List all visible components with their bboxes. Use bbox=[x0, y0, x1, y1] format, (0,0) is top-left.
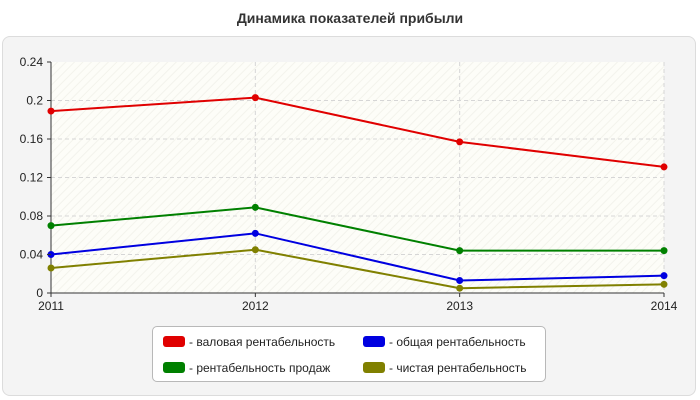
data-point bbox=[660, 280, 668, 288]
chart-title: Динамика показателей прибыли bbox=[236, 10, 464, 26]
series-line bbox=[50, 232, 665, 282]
data-point bbox=[251, 203, 259, 211]
data-point bbox=[456, 276, 464, 284]
y-tick-label: 0.2 bbox=[26, 94, 43, 108]
legend-item[interactable]: - валовая рентабельность bbox=[163, 333, 363, 350]
series-line bbox=[50, 248, 665, 290]
data-point bbox=[456, 284, 464, 292]
data-point bbox=[456, 138, 464, 146]
series bbox=[47, 246, 668, 292]
legend-swatch bbox=[163, 336, 185, 347]
series-line bbox=[50, 206, 664, 252]
y-tick-label: 0.12 bbox=[20, 171, 44, 185]
y-tick-label: 0 bbox=[36, 286, 43, 300]
x-tick-label: 2012 bbox=[242, 299, 269, 313]
legend-label: - валовая рентабельность bbox=[189, 334, 336, 349]
y-tick-label: 0.04 bbox=[20, 248, 44, 262]
data-point bbox=[251, 229, 259, 237]
data-point bbox=[251, 246, 259, 254]
legend-label: - общая рентабельность bbox=[389, 334, 526, 349]
data-point bbox=[660, 272, 668, 280]
legend: - валовая рентабельность - общая рентабе… bbox=[152, 326, 546, 382]
series bbox=[47, 94, 668, 171]
series-line bbox=[50, 96, 665, 168]
data-point bbox=[47, 264, 55, 272]
data-point bbox=[47, 222, 55, 230]
legend-swatch bbox=[363, 362, 385, 373]
legend-label: - чистая рентабельность bbox=[389, 360, 527, 375]
legend-swatch bbox=[163, 362, 185, 373]
series bbox=[47, 203, 668, 255]
legend-label: - рентабельность продаж bbox=[189, 360, 331, 375]
x-tick-label: 2014 bbox=[651, 299, 678, 313]
x-tick-label: 2011 bbox=[38, 299, 64, 313]
plot-area-hatch bbox=[51, 62, 664, 293]
data-point bbox=[456, 247, 464, 255]
data-point bbox=[251, 94, 259, 102]
legend-swatch bbox=[363, 336, 385, 347]
data-point bbox=[47, 107, 55, 115]
legend-item[interactable]: - общая рентабельность bbox=[363, 333, 543, 350]
x-tick-label: 2013 bbox=[446, 299, 473, 313]
y-tick-label: 0.08 bbox=[20, 209, 44, 223]
y-tick-label: 0.24 bbox=[20, 55, 44, 69]
y-tick-label: 0.16 bbox=[20, 132, 44, 146]
legend-item[interactable]: - рентабельность продаж bbox=[163, 359, 363, 376]
data-point bbox=[660, 247, 668, 255]
data-point bbox=[660, 163, 668, 171]
legend-item[interactable]: - чистая рентабельность bbox=[363, 359, 543, 376]
